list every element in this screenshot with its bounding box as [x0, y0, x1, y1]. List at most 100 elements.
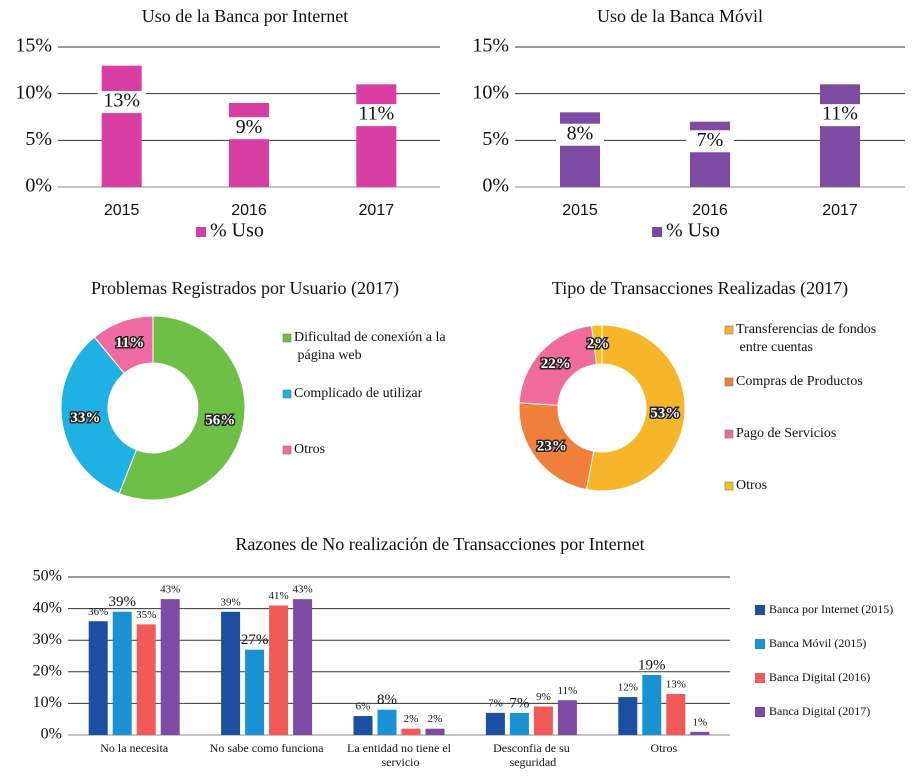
- bar: [269, 605, 289, 735]
- legend-swatch: [755, 639, 765, 649]
- value-label-box: [97, 91, 146, 114]
- bar: [557, 700, 577, 735]
- y-tick-label: 15%: [472, 35, 509, 57]
- value-label: 13%: [103, 90, 140, 112]
- bar: [221, 611, 241, 735]
- y-tick-label: 5%: [482, 128, 509, 150]
- x-tick-label: La entidad no tiene el servicio: [347, 741, 452, 769]
- legend-label: Banca Móvil (2015): [769, 636, 866, 650]
- bar: [820, 84, 860, 187]
- value-label: 6%: [356, 701, 371, 713]
- x-tick-label: No sabe como funciona: [210, 741, 324, 755]
- x-tick-label: 2016: [692, 202, 728, 219]
- value-label: 19%: [638, 657, 666, 673]
- value-label-box: [686, 130, 734, 153]
- y-tick-label: 50%: [33, 568, 62, 585]
- value-label-box: [225, 117, 273, 140]
- legend-label: Dificultad de conexión a la página web: [294, 330, 446, 363]
- y-tick-label: 0%: [41, 726, 62, 743]
- value-label: 39%: [108, 594, 136, 610]
- chart-title: Tipo de Transacciones Realizadas (2017): [552, 278, 848, 299]
- legend-label: Complicado de utilizar: [294, 386, 423, 401]
- bar: [229, 103, 269, 187]
- legend-label: Banca Digital (2016): [769, 670, 870, 684]
- legend-swatch: [282, 389, 292, 399]
- legend-label: Otros: [294, 442, 325, 457]
- legend-swatch: [755, 605, 765, 615]
- value-label: 53%: [650, 405, 680, 421]
- value-label: 8%: [377, 692, 397, 708]
- bar: [160, 599, 180, 735]
- bar: [353, 716, 373, 735]
- value-label: 8%: [567, 122, 594, 144]
- value-label: 9%: [236, 116, 263, 138]
- legend-label: % Uso: [666, 220, 720, 242]
- doughnut-slice: [60, 336, 138, 495]
- bar: [690, 731, 710, 735]
- legend-label: Banca Digital (2017): [769, 704, 870, 718]
- bar: [425, 728, 445, 735]
- value-label: 7%: [697, 129, 724, 151]
- value-label: 22%: [541, 356, 571, 372]
- doughnut-slice: [118, 315, 246, 501]
- value-label: 7%: [509, 695, 529, 711]
- y-tick-label: 0%: [25, 175, 52, 197]
- bar: [245, 649, 265, 735]
- value-label: 11%: [358, 103, 394, 125]
- y-tick-label: 15%: [15, 35, 52, 57]
- doughnut-slice: [591, 324, 603, 365]
- x-tick-label: 2015: [562, 202, 598, 219]
- x-tick-label: Otros: [650, 741, 677, 755]
- x-tick-label: 2017: [359, 202, 395, 219]
- legend-swatch: [652, 227, 662, 237]
- y-tick-label: 40%: [33, 599, 62, 616]
- legend-swatch: [196, 227, 206, 237]
- value-label: 9%: [536, 691, 551, 703]
- y-tick-label: 0%: [482, 175, 509, 197]
- value-label: 2%: [587, 336, 610, 352]
- x-tick-label: 2015: [104, 202, 140, 219]
- value-label: 1%: [692, 716, 707, 728]
- y-tick-label: 10%: [15, 81, 52, 103]
- bar: [377, 709, 397, 735]
- value-label: 13%: [666, 678, 686, 690]
- value-label-box: [352, 104, 401, 127]
- y-tick-label: 30%: [33, 631, 62, 648]
- value-label: 2%: [404, 713, 419, 725]
- bar: [642, 674, 662, 735]
- legend-swatch: [755, 673, 765, 683]
- value-label: 23%: [537, 438, 567, 454]
- y-tick-label: 10%: [33, 694, 62, 711]
- legend-swatch: [724, 429, 734, 439]
- x-tick-label: No la necesita: [100, 741, 169, 755]
- value-label: 11%: [822, 103, 858, 125]
- legend-label: Pago de Servicios: [736, 426, 836, 441]
- value-label: 43%: [293, 584, 313, 596]
- bar: [136, 624, 156, 735]
- value-label: 35%: [136, 609, 156, 621]
- legend-label: Banca por Internet (2015): [769, 602, 893, 616]
- value-label: 11%: [558, 685, 578, 697]
- bar: [533, 706, 553, 735]
- bar: [112, 611, 132, 735]
- doughnut-slice: [93, 315, 154, 375]
- value-label: 33%: [70, 410, 100, 426]
- legend-swatch: [282, 333, 292, 343]
- y-tick-label: 10%: [472, 81, 509, 103]
- doughnut-slice: [585, 324, 686, 492]
- value-label: 39%: [221, 596, 241, 608]
- bar: [509, 712, 529, 735]
- value-label: 36%: [88, 606, 108, 618]
- x-tick-label: 2016: [231, 202, 267, 219]
- legend-swatch: [724, 325, 734, 335]
- bar: [293, 599, 313, 735]
- value-label: 11%: [115, 335, 144, 351]
- legend-label: Compras de Productos: [736, 374, 863, 389]
- bar: [101, 65, 142, 187]
- legend-label: % Uso: [210, 220, 264, 242]
- legend-swatch: [724, 481, 734, 491]
- legend-swatch: [724, 377, 734, 387]
- value-label: 12%: [618, 682, 638, 694]
- value-label: 27%: [241, 632, 269, 648]
